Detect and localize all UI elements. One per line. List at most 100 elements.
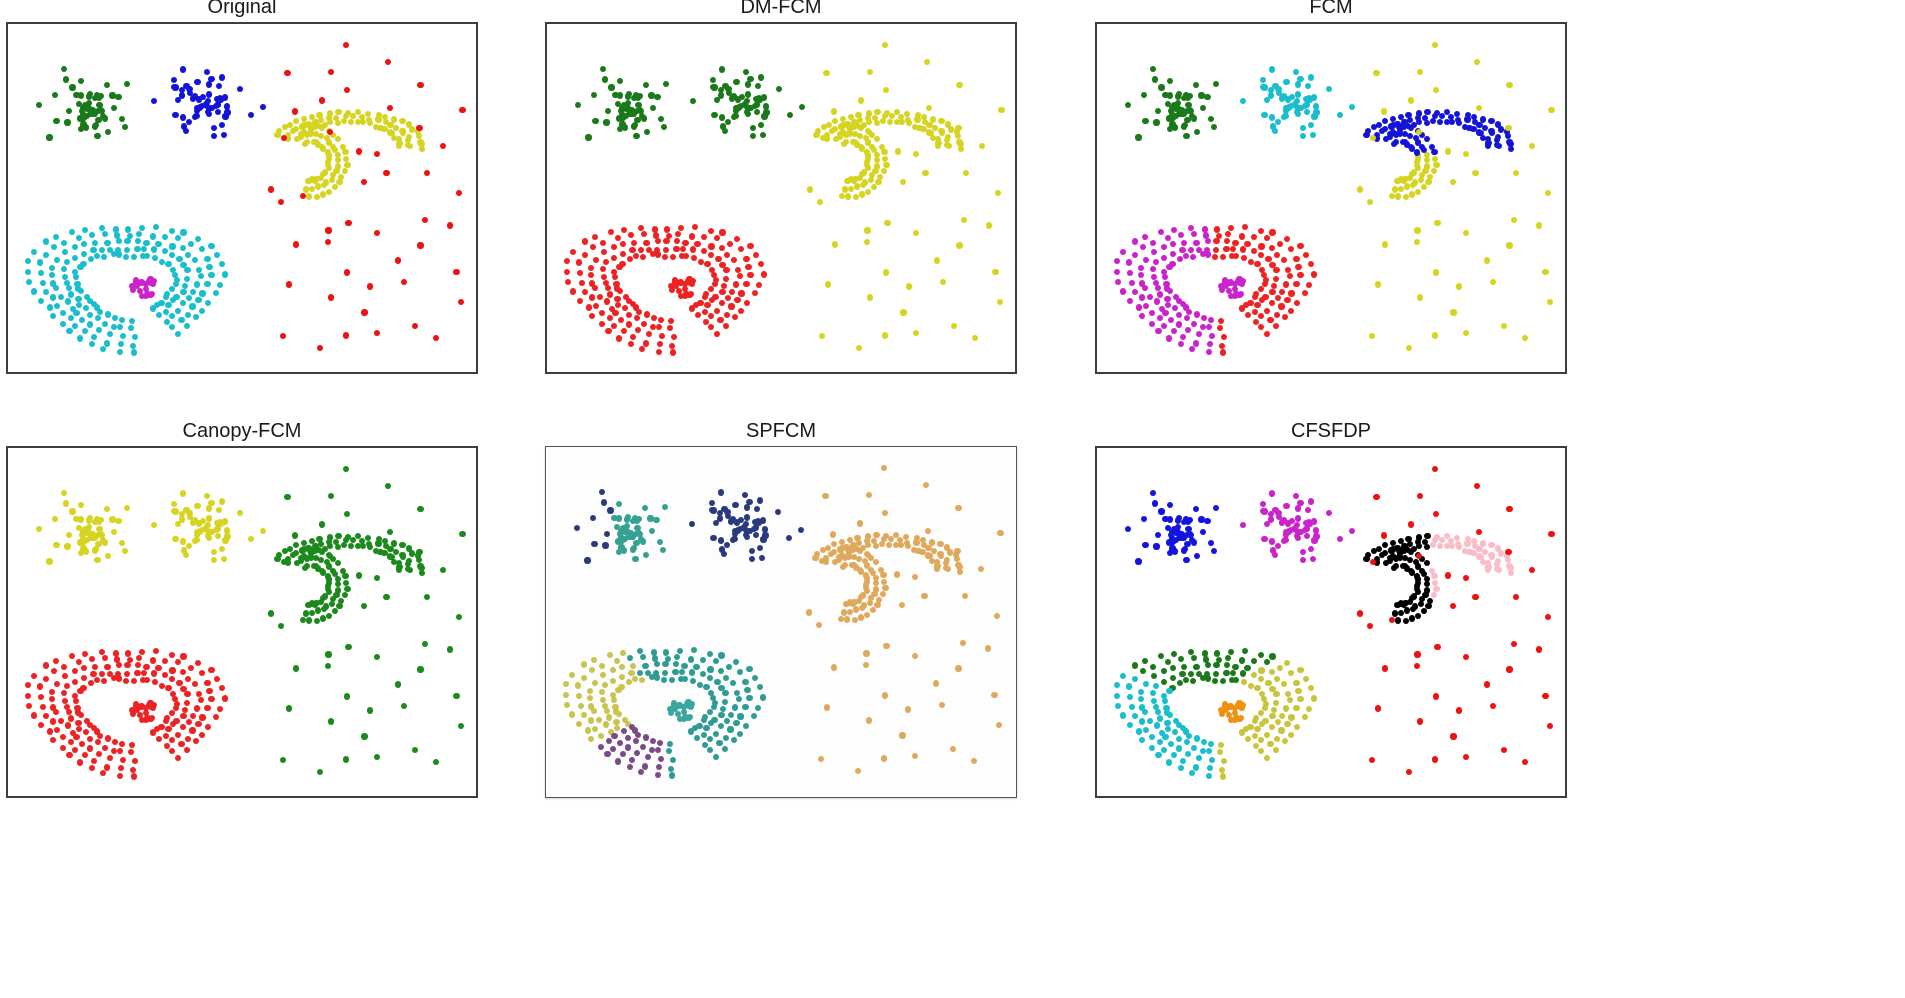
data-point: [1288, 714, 1295, 721]
data-point: [1455, 283, 1462, 290]
data-point: [1365, 551, 1372, 559]
data-point: [1223, 669, 1230, 677]
data-point: [96, 308, 103, 316]
data-point: [134, 283, 141, 290]
data-point: [24, 268, 31, 276]
data-point: [359, 119, 366, 126]
data-point: [919, 548, 926, 555]
data-point: [1193, 735, 1200, 742]
data-point: [192, 537, 199, 544]
data-point: [915, 548, 922, 555]
data-point: [96, 101, 103, 109]
data-point: [673, 283, 680, 290]
data-point: [626, 311, 633, 318]
data-point: [1199, 323, 1206, 330]
data-point: [601, 702, 609, 709]
data-point: [83, 728, 90, 735]
data-point: [1396, 130, 1403, 137]
data-point: [236, 85, 244, 93]
data-point: [1482, 548, 1489, 556]
data-point: [686, 276, 693, 283]
data-point: [1218, 282, 1225, 290]
data-point: [80, 539, 87, 546]
data-point: [1443, 119, 1450, 126]
data-point: [1142, 233, 1149, 240]
data-point: [1142, 657, 1149, 664]
data-point: [325, 589, 333, 596]
data-point: [624, 522, 631, 529]
data-point: [995, 721, 1002, 728]
data-point: [94, 676, 101, 683]
data-point: [617, 316, 625, 324]
data-point: [1187, 107, 1194, 114]
data-point: [633, 252, 640, 259]
data-point: [1173, 717, 1180, 724]
data-point: [143, 281, 150, 288]
cluster-layer-cluster-sand2: [546, 447, 1016, 797]
data-point: [158, 258, 165, 265]
data-point: [1257, 747, 1264, 755]
data-point: [1389, 115, 1396, 122]
data-point: [914, 111, 921, 119]
data-point: [181, 123, 188, 130]
data-point: [189, 727, 196, 734]
data-point: [1185, 101, 1192, 109]
data-point: [92, 545, 99, 552]
data-point: [100, 536, 107, 543]
data-point: [327, 119, 334, 126]
data-point: [874, 109, 881, 116]
data-point: [1202, 226, 1209, 233]
data-point: [105, 553, 112, 560]
data-point: [1415, 110, 1422, 117]
data-point: [78, 502, 85, 509]
data-point: [404, 136, 412, 144]
data-point: [387, 104, 394, 112]
data-point: [1178, 530, 1185, 537]
data-point: [848, 114, 855, 121]
data-point: [286, 545, 294, 552]
data-point: [326, 156, 333, 163]
data-point: [1293, 680, 1300, 687]
data-point: [786, 111, 793, 119]
data-point: [1464, 116, 1471, 123]
data-point: [685, 699, 692, 706]
data-point: [660, 547, 667, 554]
data-point: [325, 651, 332, 658]
data-point: [628, 106, 635, 113]
data-point: [185, 251, 192, 258]
data-point: [863, 588, 871, 595]
data-point: [1142, 542, 1149, 549]
data-point: [193, 528, 201, 535]
data-point: [42, 251, 50, 258]
data-point: [732, 104, 740, 111]
data-point: [849, 139, 856, 146]
data-point: [191, 517, 198, 524]
data-point: [1389, 122, 1396, 129]
data-point: [162, 308, 170, 316]
data-point: [618, 683, 625, 690]
data-point: [612, 274, 619, 281]
data-point: [813, 132, 820, 139]
data-point: [1504, 132, 1511, 140]
data-point: [738, 290, 745, 297]
data-point: [881, 168, 888, 175]
data-point: [935, 142, 942, 149]
data-point: [922, 482, 929, 489]
data-point: [649, 323, 656, 330]
data-point: [77, 126, 84, 133]
data-point: [932, 124, 939, 132]
data-point: [393, 548, 400, 556]
data-point: [384, 59, 391, 66]
data-point: [1189, 678, 1197, 685]
data-point: [869, 607, 877, 614]
data-point: [152, 254, 159, 262]
data-point: [1181, 94, 1188, 102]
data-point: [1205, 661, 1212, 669]
data-point: [742, 704, 749, 711]
data-point: [1199, 675, 1206, 682]
data-point: [1226, 712, 1233, 719]
data-point: [1182, 304, 1189, 311]
data-point: [75, 234, 82, 242]
data-point: [1149, 266, 1156, 273]
data-point: [77, 516, 84, 523]
